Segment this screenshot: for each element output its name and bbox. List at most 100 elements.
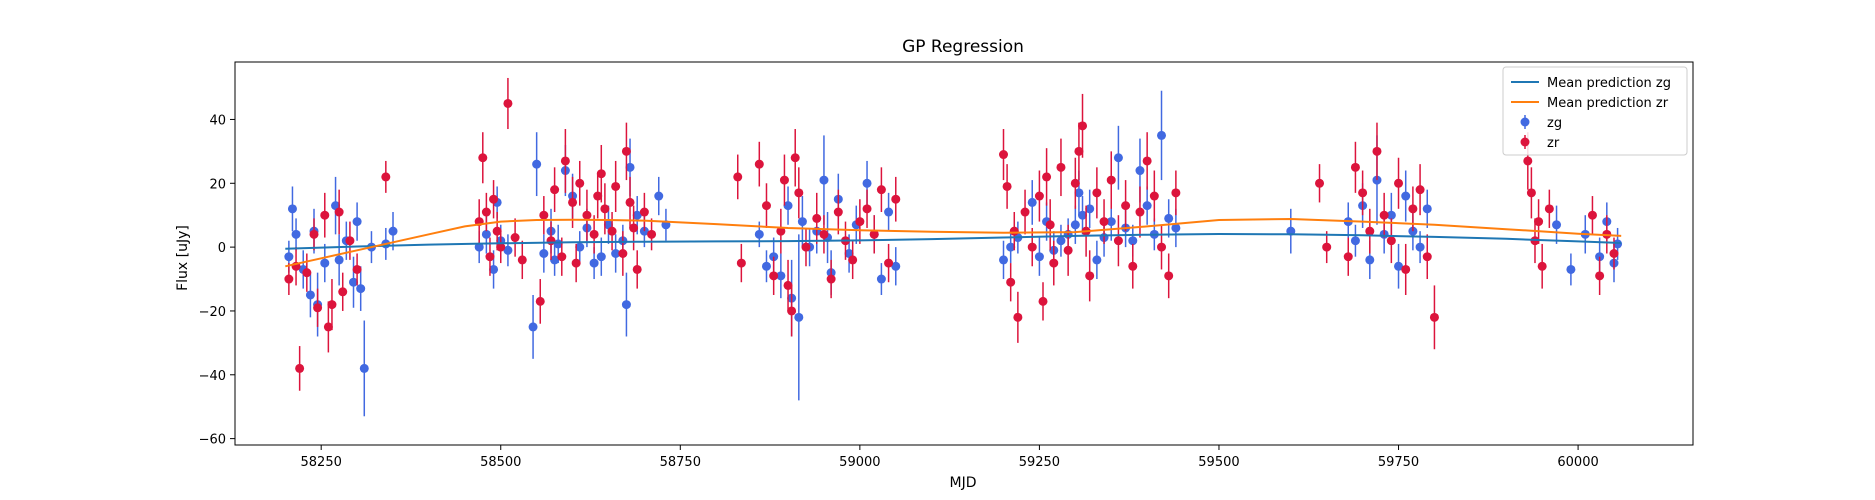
zr-point bbox=[489, 194, 499, 204]
zr-point bbox=[571, 258, 581, 268]
zr-point bbox=[309, 229, 319, 239]
zg-point bbox=[1171, 223, 1181, 233]
zr-point bbox=[790, 153, 800, 163]
y-tick-label: 20 bbox=[209, 177, 226, 192]
zr-point bbox=[1526, 188, 1536, 198]
zg-point bbox=[503, 245, 513, 255]
zr-point bbox=[1006, 277, 1016, 287]
mean-prediction-zr-line bbox=[285, 217, 1622, 268]
zr-point bbox=[794, 188, 804, 198]
x-tick-label: 59250 bbox=[1019, 455, 1060, 470]
zr-point bbox=[1027, 242, 1037, 252]
zg-point bbox=[1422, 204, 1432, 214]
zr-point bbox=[1408, 204, 1418, 214]
zr-point bbox=[481, 207, 491, 217]
zr-point bbox=[492, 226, 502, 236]
zg-point bbox=[284, 252, 294, 262]
zr-point bbox=[1049, 258, 1059, 268]
zr-point bbox=[1422, 252, 1432, 262]
zg-point bbox=[891, 261, 901, 271]
zr-point bbox=[1358, 188, 1368, 198]
zg-point bbox=[596, 252, 606, 262]
zg-point bbox=[1566, 264, 1576, 274]
x-tick-label: 59500 bbox=[1198, 455, 1239, 470]
zg-point bbox=[862, 178, 872, 188]
zr-point bbox=[1056, 162, 1066, 172]
zg-point bbox=[1106, 217, 1116, 227]
zr-point bbox=[1002, 181, 1012, 191]
zg-point bbox=[481, 229, 491, 239]
zr-point bbox=[1013, 312, 1023, 322]
zg-point bbox=[1034, 252, 1044, 262]
zg-point bbox=[575, 242, 585, 252]
zg-point bbox=[489, 264, 499, 274]
zr-point bbox=[1164, 271, 1174, 281]
zr-point bbox=[647, 229, 657, 239]
zr-point bbox=[1149, 191, 1159, 201]
zr-point bbox=[621, 146, 631, 156]
zg-point bbox=[287, 204, 297, 214]
zg-point bbox=[999, 255, 1009, 265]
zr-point bbox=[1128, 261, 1138, 271]
y-tick-label: −60 bbox=[199, 433, 226, 448]
zr-point bbox=[313, 303, 323, 313]
zr-point bbox=[1113, 236, 1123, 246]
zr-point bbox=[1415, 185, 1425, 195]
axes: 58250 58500 58750 59000 59250 59500 59750 60000… bbox=[199, 61, 1694, 470]
zr-point bbox=[338, 287, 348, 297]
zr-point bbox=[783, 280, 793, 290]
zr-point bbox=[607, 226, 617, 236]
zg-point bbox=[1128, 236, 1138, 246]
zr-point bbox=[478, 153, 488, 163]
zr-point bbox=[1092, 188, 1102, 198]
zr-point bbox=[1350, 162, 1360, 172]
zr-point bbox=[1074, 146, 1084, 156]
zg-point bbox=[884, 207, 894, 217]
zr-point bbox=[1609, 249, 1619, 258]
zr-point bbox=[736, 258, 746, 268]
zr-point bbox=[891, 194, 901, 204]
zr-point bbox=[557, 252, 567, 262]
legend-label: zr bbox=[1547, 136, 1560, 151]
zg-point bbox=[621, 300, 631, 310]
zr-point bbox=[1009, 226, 1019, 236]
zg-point bbox=[359, 363, 369, 373]
zg-point bbox=[1365, 255, 1375, 265]
zg-point bbox=[1056, 236, 1066, 246]
zr-point bbox=[855, 217, 865, 227]
zr-point bbox=[776, 226, 786, 236]
zg-point bbox=[761, 261, 771, 271]
zr-point bbox=[1372, 146, 1382, 156]
zg-point bbox=[474, 242, 484, 252]
chart-title: GP Regression bbox=[902, 37, 1024, 57]
zr-point bbox=[611, 181, 621, 191]
zr-point bbox=[801, 242, 811, 252]
zr-point bbox=[869, 229, 879, 239]
zr-point bbox=[754, 159, 764, 169]
x-tick-label: 60000 bbox=[1557, 455, 1598, 470]
zr-point bbox=[327, 300, 337, 310]
zr-point bbox=[1322, 242, 1332, 252]
zr-point bbox=[1034, 191, 1044, 201]
zr-point bbox=[284, 274, 294, 284]
zg-point bbox=[356, 284, 366, 294]
zr-point bbox=[575, 178, 585, 188]
zr-point bbox=[848, 255, 858, 265]
zg-point bbox=[797, 217, 807, 227]
zg-point bbox=[819, 175, 829, 185]
mean-prediction-zg-line bbox=[285, 232, 1622, 250]
zr-point bbox=[819, 229, 829, 239]
zg-point bbox=[1401, 191, 1411, 201]
zg-point bbox=[349, 277, 359, 287]
zr-point bbox=[632, 264, 642, 274]
zg-point bbox=[305, 290, 315, 300]
axes-frame bbox=[234, 61, 1694, 446]
zr-point bbox=[779, 175, 789, 185]
zr-point bbox=[1587, 210, 1597, 220]
zr-point bbox=[517, 255, 527, 265]
zg-point bbox=[1415, 242, 1425, 252]
zr-point bbox=[862, 204, 872, 214]
zr-point bbox=[600, 204, 610, 214]
x-tick-label: 59750 bbox=[1378, 455, 1419, 470]
